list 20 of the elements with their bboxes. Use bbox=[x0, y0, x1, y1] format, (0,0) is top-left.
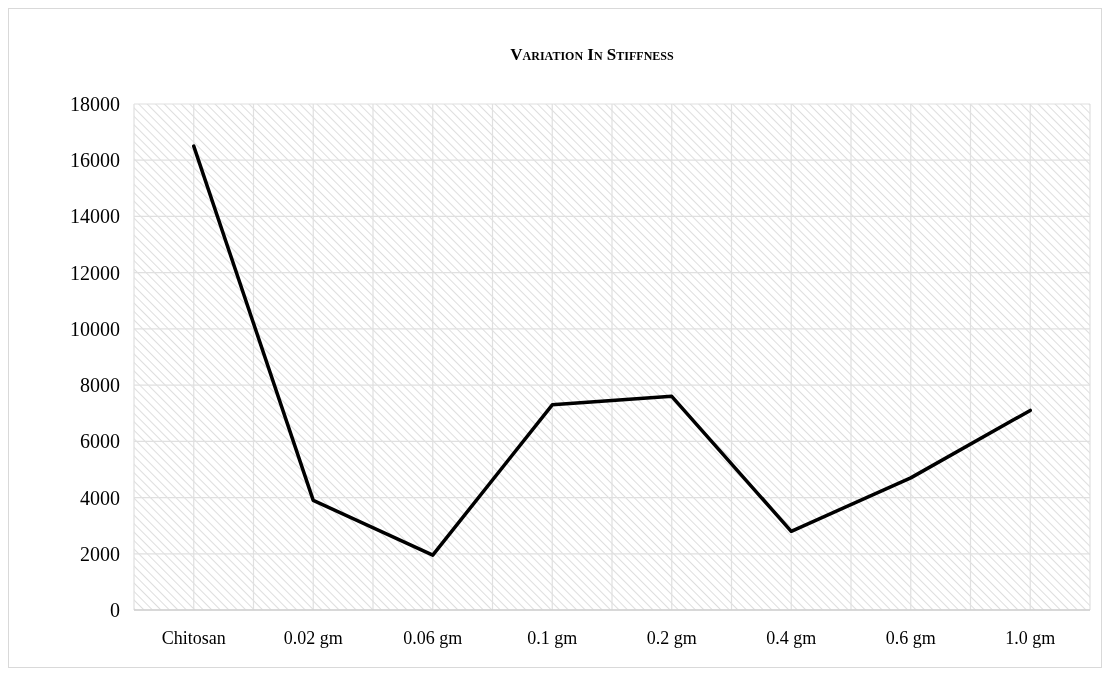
y-tick-label: 0 bbox=[110, 599, 120, 621]
line-series bbox=[192, 144, 1032, 557]
y-tick-label: 10000 bbox=[70, 317, 120, 340]
y-tick-label: 8000 bbox=[80, 374, 120, 397]
y-tick-label: 16000 bbox=[70, 149, 120, 172]
y-tick-label: 12000 bbox=[70, 261, 120, 284]
x-tick-label: 1.0 gm bbox=[1005, 628, 1056, 648]
y-tick-label: 14000 bbox=[70, 205, 120, 228]
y-tick-label: 18000 bbox=[70, 93, 120, 115]
y-tick-label: 2000 bbox=[80, 542, 120, 565]
x-tick-label: 0.2 gm bbox=[646, 628, 697, 648]
chart-title: Variation In Stiffness bbox=[510, 45, 674, 64]
y-tick-label: 4000 bbox=[80, 486, 120, 509]
x-tick-label: 0.06 gm bbox=[403, 628, 463, 648]
x-tick-label: Chitosan bbox=[161, 628, 226, 648]
x-tick-label: 0.6 gm bbox=[885, 628, 936, 648]
x-tick-label: 0.02 gm bbox=[283, 628, 343, 648]
x-tick-label: 0.4 gm bbox=[766, 628, 817, 648]
x-tick-label: 0.1 gm bbox=[527, 628, 578, 648]
y-tick-label: 6000 bbox=[80, 430, 120, 453]
